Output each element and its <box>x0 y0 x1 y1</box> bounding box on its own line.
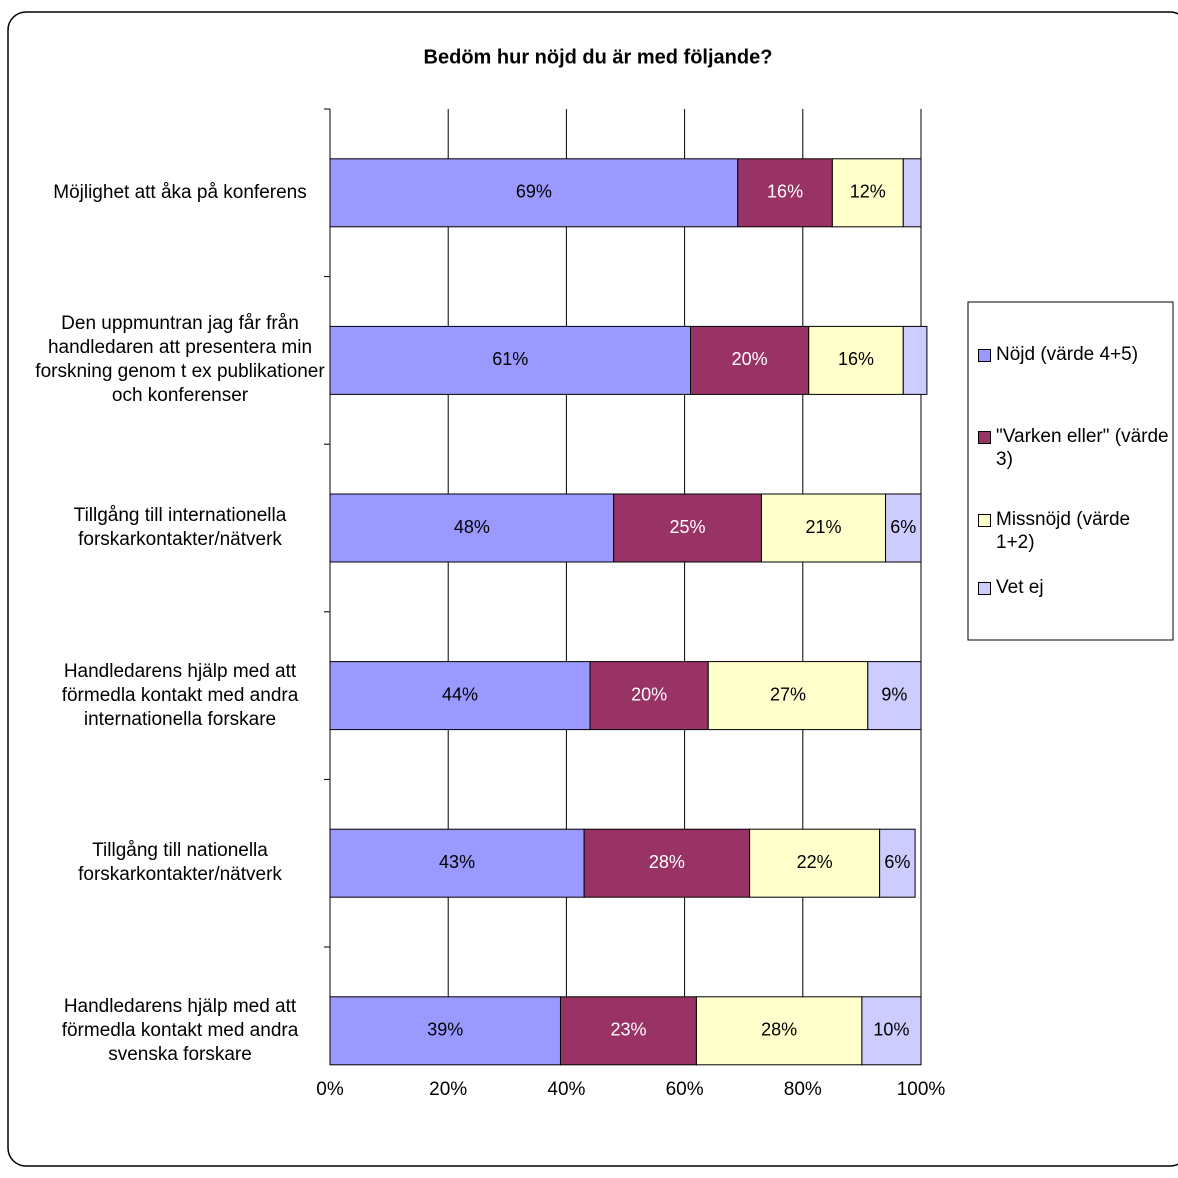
category-label: Tillgång till nationella forskarkontakte… <box>78 840 282 886</box>
bar-segment <box>831 158 904 228</box>
data-label: 21% <box>805 517 841 537</box>
x-tick-label: 0% <box>316 1079 344 1100</box>
category-label: Handledarens hjälp med att förmedla kont… <box>61 660 299 730</box>
bar-segment <box>329 828 585 898</box>
bar-segment <box>589 661 709 731</box>
category-label: Tillgång till internationella forskarkon… <box>73 505 287 550</box>
data-label: 23% <box>610 1020 646 1040</box>
data-label: 28% <box>761 1020 797 1040</box>
data-label: 44% <box>442 684 478 704</box>
legend-label: Missnöjd (värde 1+2) <box>996 509 1131 553</box>
legend-box <box>967 301 1174 641</box>
legend-swatch <box>978 349 991 362</box>
data-label: 25% <box>670 517 706 537</box>
legend-item: Nöjd (värde 4+5) <box>978 343 1173 366</box>
data-label: 39% <box>427 1020 463 1040</box>
data-label: 10% <box>873 1020 909 1040</box>
bar-segment <box>329 493 615 563</box>
x-tick-label: 60% <box>666 1079 704 1100</box>
legend-item: Vet ej <box>978 576 1173 599</box>
data-label: 61% <box>492 349 528 369</box>
data-label: 6% <box>884 852 910 872</box>
bar-segment <box>879 828 916 898</box>
data-label: 27% <box>770 684 806 704</box>
category-label: Handledarens hjälp med att förmedla kont… <box>61 995 299 1065</box>
data-label: 20% <box>631 684 667 704</box>
legend-label: Vet ej <box>996 577 1044 598</box>
bar-segment <box>707 661 869 731</box>
legend-swatch <box>978 431 991 444</box>
bar-segment <box>902 325 928 395</box>
data-label: 16% <box>767 182 803 202</box>
bar-segment <box>613 493 762 563</box>
bar-segment <box>867 661 922 731</box>
data-label: 22% <box>797 852 833 872</box>
bar-segment <box>690 325 810 395</box>
bar-segment <box>760 493 887 563</box>
plot-area <box>330 109 921 1058</box>
data-label: 12% <box>850 182 886 202</box>
bar-segment <box>861 996 922 1066</box>
bar-segment <box>329 158 739 228</box>
legend-item: "Varken eller" (värde 3) <box>978 425 1173 471</box>
bar-segment <box>329 325 692 395</box>
x-tick-label: 80% <box>784 1079 822 1100</box>
chart-border <box>7 11 1178 1167</box>
bar-segment <box>885 493 922 563</box>
bar-segment <box>737 158 833 228</box>
legend-label: "Varken eller" (värde 3) <box>996 426 1169 470</box>
data-label: 43% <box>439 852 475 872</box>
bar-segment <box>329 661 591 731</box>
bar-segment <box>695 996 863 1066</box>
legend-item: Missnöjd (värde 1+2) <box>978 508 1173 554</box>
bar-segment <box>808 325 904 395</box>
chart-title: Bedöm hur nöjd du är med följande? <box>424 46 773 68</box>
bar-segment <box>902 158 922 228</box>
legend-swatch <box>978 582 991 595</box>
data-label: 69% <box>516 182 552 202</box>
legend-swatch <box>978 514 991 527</box>
data-label: 16% <box>838 349 874 369</box>
x-tick-label: 40% <box>547 1079 585 1100</box>
category-label: Möjlighet att åka på konferens <box>53 181 307 203</box>
bar-segment <box>329 996 561 1066</box>
x-tick-label: 100% <box>897 1079 946 1100</box>
legend-label: Nöjd (värde 4+5) <box>996 344 1139 365</box>
data-label: 28% <box>649 852 685 872</box>
category-label: Den uppmuntran jag får från handledaren … <box>35 313 325 407</box>
x-tick-label: 20% <box>429 1079 467 1100</box>
data-label: 48% <box>454 517 490 537</box>
data-label: 9% <box>881 684 907 704</box>
data-label: 20% <box>732 349 768 369</box>
data-label: 6% <box>890 517 916 537</box>
